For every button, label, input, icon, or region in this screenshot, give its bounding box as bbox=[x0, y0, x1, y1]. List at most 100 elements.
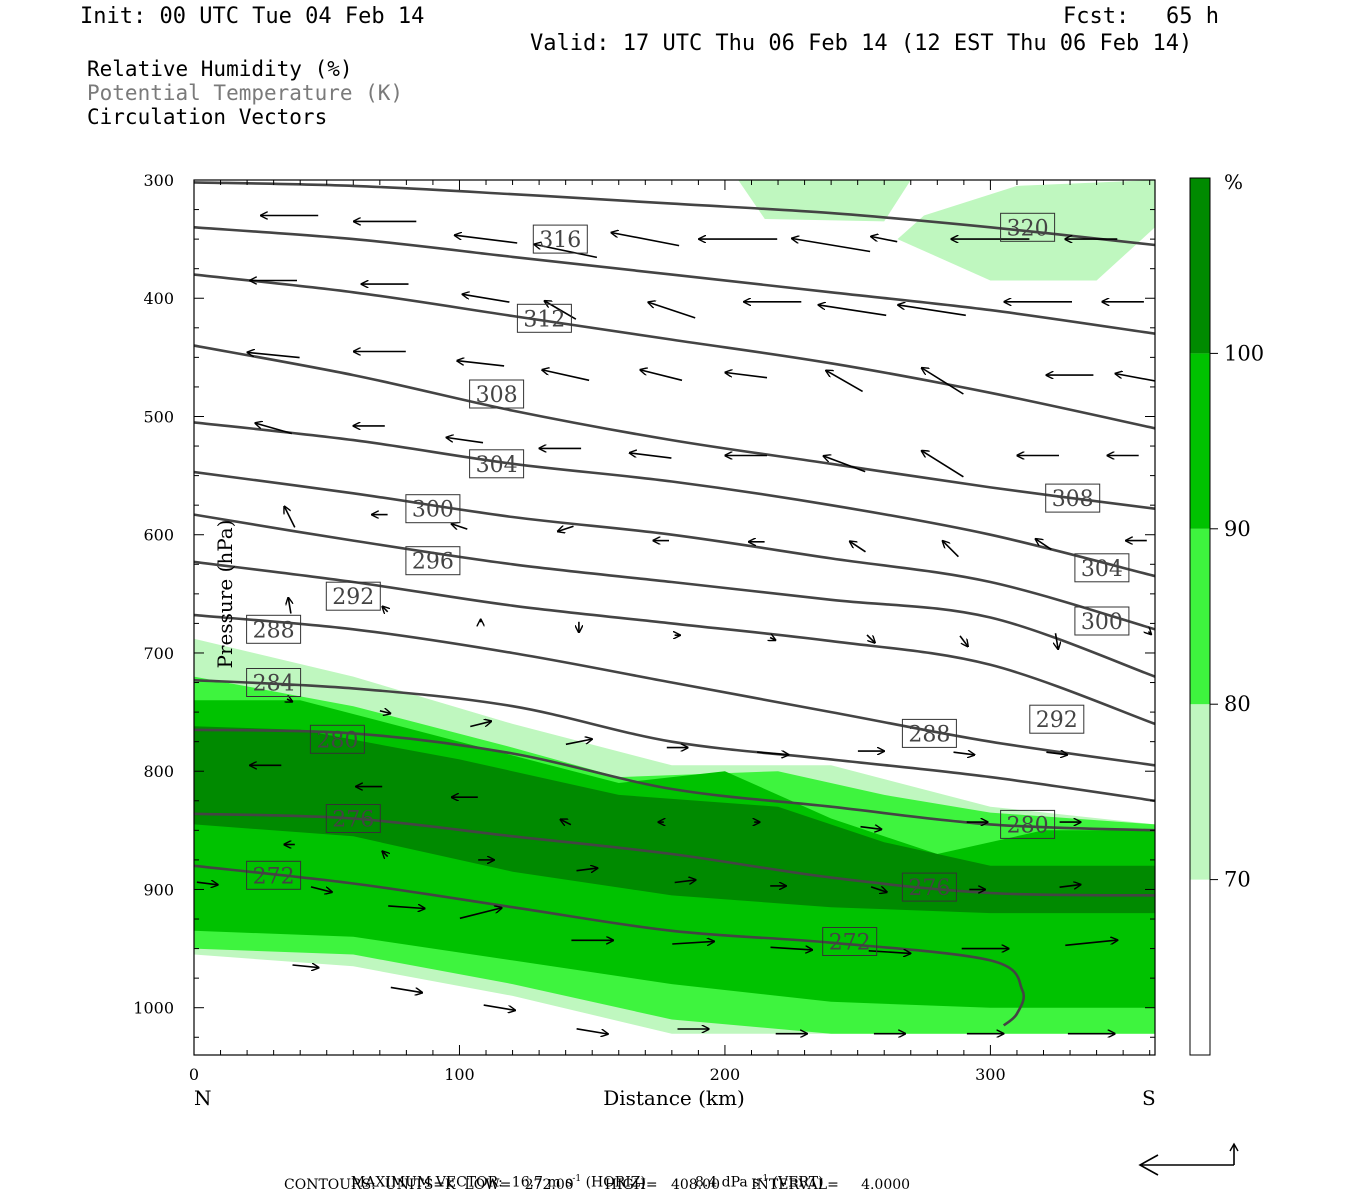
vector-arrow bbox=[288, 598, 291, 614]
vector-arrow bbox=[379, 711, 390, 714]
footer-contours: CONTOURS: UNITS=K LOW= 272.00 HIGH= 408.… bbox=[284, 1177, 911, 1193]
theta-label-300: 300 bbox=[1074, 606, 1130, 636]
vector-arrow bbox=[648, 302, 696, 319]
vector-arrow bbox=[463, 294, 510, 303]
theta-contour-308 bbox=[194, 344, 1155, 510]
y-tick-label: 900 bbox=[143, 880, 174, 899]
colorbar-segment bbox=[1190, 704, 1210, 880]
vector-arrow bbox=[943, 541, 959, 558]
theta-label-text: 292 bbox=[332, 585, 374, 610]
legend-rh: Relative Humidity (%) bbox=[87, 57, 353, 81]
theta-label-box bbox=[405, 546, 461, 576]
theta-label-box bbox=[246, 860, 302, 890]
plot-frame bbox=[193, 179, 1156, 1056]
theta-label-box bbox=[901, 718, 957, 748]
max-vector-horiz-unit: (HORIZ) bbox=[585, 1174, 646, 1191]
theta-label-text: 284 bbox=[253, 672, 295, 697]
vector-arrow bbox=[248, 352, 300, 359]
vector-arrow bbox=[483, 1004, 515, 1010]
theta-label-box bbox=[1074, 606, 1130, 636]
rh-colorbar: 70 80 90 100 bbox=[1189, 177, 1264, 1056]
colorbar-label: 70 bbox=[1224, 868, 1251, 892]
theta-label-292: 292 bbox=[325, 581, 381, 611]
vector-arrow bbox=[565, 739, 592, 746]
theta-label-box bbox=[1074, 553, 1130, 583]
theta-label-text: 320 bbox=[1007, 216, 1049, 241]
vector-arrow bbox=[757, 752, 788, 755]
y-tick-label: 500 bbox=[143, 407, 174, 426]
vector-arrow bbox=[390, 986, 422, 992]
vector-arrow bbox=[388, 906, 424, 909]
vector-arrow bbox=[576, 868, 598, 871]
theta-label-box bbox=[309, 724, 365, 754]
theta-label-box bbox=[1029, 704, 1085, 734]
vector-arrow bbox=[542, 370, 590, 382]
theta-label-box bbox=[1000, 809, 1056, 839]
theta-label-296: 296 bbox=[405, 546, 461, 576]
reference-vector bbox=[1138, 1142, 1239, 1176]
theta-label-text: 288 bbox=[908, 722, 950, 747]
max-vector-vert-unit: (VERT) bbox=[772, 1174, 824, 1191]
vector-arrow bbox=[953, 752, 975, 755]
theta-contour-276 bbox=[194, 812, 1155, 897]
x-end-label-north: N bbox=[194, 1086, 212, 1110]
theta-label-text: 312 bbox=[523, 307, 565, 332]
legend-vectors: Circulation Vectors bbox=[87, 105, 328, 129]
theta-label-276: 276 bbox=[901, 872, 957, 902]
vector-arrow bbox=[640, 370, 683, 382]
vector-arrow bbox=[870, 887, 887, 892]
vector-arrow bbox=[725, 373, 768, 379]
x-tick-label: 0 bbox=[189, 1065, 199, 1084]
theta-label-304: 304 bbox=[1074, 553, 1130, 583]
rh-shading bbox=[194, 180, 1155, 1034]
theta-contour-296 bbox=[194, 513, 1155, 678]
vector-arrow bbox=[455, 235, 518, 244]
theta-label-288: 288 bbox=[901, 718, 957, 748]
theta-contour-272 bbox=[194, 864, 1026, 1027]
vector-arrow bbox=[310, 886, 332, 892]
vector-arrow bbox=[1059, 885, 1081, 888]
vector-arrow bbox=[561, 820, 572, 825]
vector-arrow bbox=[470, 721, 491, 728]
theta-label-box bbox=[516, 303, 572, 333]
theta-label-box bbox=[246, 668, 302, 697]
vector-arrow bbox=[255, 423, 293, 435]
theta-label-box bbox=[1000, 212, 1056, 242]
theta-label-312: 312 bbox=[516, 303, 572, 333]
rh-region-100 bbox=[194, 726, 1155, 914]
reference-horizontal-arrowhead bbox=[1138, 1154, 1159, 1176]
theta-label-300: 300 bbox=[405, 494, 461, 524]
y-axis-label: Pressure (hPa) bbox=[213, 520, 237, 669]
theta-label-316: 316 bbox=[532, 224, 588, 254]
theta-label-box bbox=[405, 494, 461, 524]
forecast-hour-label: Fcst: bbox=[1063, 4, 1130, 29]
vector-arrow bbox=[452, 524, 468, 529]
vector-arrow bbox=[866, 634, 875, 643]
forecast-hour-value: 65 h bbox=[1166, 4, 1219, 29]
vector-arrow bbox=[535, 244, 598, 259]
theta-label-284: 284 bbox=[246, 668, 302, 697]
rh-region-70 bbox=[738, 180, 911, 222]
theta-contour-288 bbox=[194, 613, 1155, 767]
vector-arrow bbox=[457, 361, 505, 367]
x-end-label-south: S bbox=[1142, 1086, 1156, 1110]
theta-label-text: 276 bbox=[332, 808, 374, 833]
colorbar-segment bbox=[1190, 528, 1210, 705]
theta-label-text: 292 bbox=[1036, 708, 1078, 733]
theta-label-text: 276 bbox=[908, 876, 950, 901]
vector-arrow bbox=[922, 368, 964, 395]
vector-arrow bbox=[459, 908, 502, 920]
colorbar-unit: % bbox=[1224, 170, 1243, 194]
colorbar-label: 80 bbox=[1224, 692, 1251, 716]
theta-label-308: 308 bbox=[1045, 483, 1101, 513]
theta-label-text: 272 bbox=[253, 864, 295, 889]
theta-label-text: 308 bbox=[1052, 487, 1094, 512]
theta-label-box bbox=[1045, 483, 1101, 513]
colorbar-label: 90 bbox=[1224, 517, 1251, 541]
vector-arrow bbox=[576, 1028, 608, 1034]
vector-arrow bbox=[196, 882, 218, 885]
theta-contour-300 bbox=[194, 470, 1155, 631]
theta-labels: 316 320 312 308 304 300 296 292 288 284 280 276 272 3… bbox=[246, 212, 1130, 956]
theta-label-280: 280 bbox=[1000, 809, 1056, 839]
